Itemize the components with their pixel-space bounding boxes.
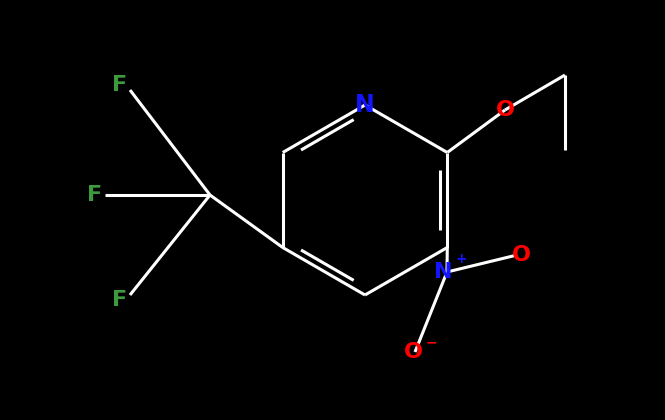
Text: N: N bbox=[355, 93, 375, 117]
Text: O: O bbox=[511, 245, 531, 265]
Text: O: O bbox=[404, 342, 422, 362]
Text: F: F bbox=[112, 75, 128, 95]
Text: F: F bbox=[112, 290, 128, 310]
Text: N: N bbox=[434, 262, 452, 282]
Text: F: F bbox=[87, 185, 102, 205]
Text: −: − bbox=[425, 335, 437, 349]
Text: O: O bbox=[495, 100, 515, 120]
Text: +: + bbox=[455, 252, 467, 266]
